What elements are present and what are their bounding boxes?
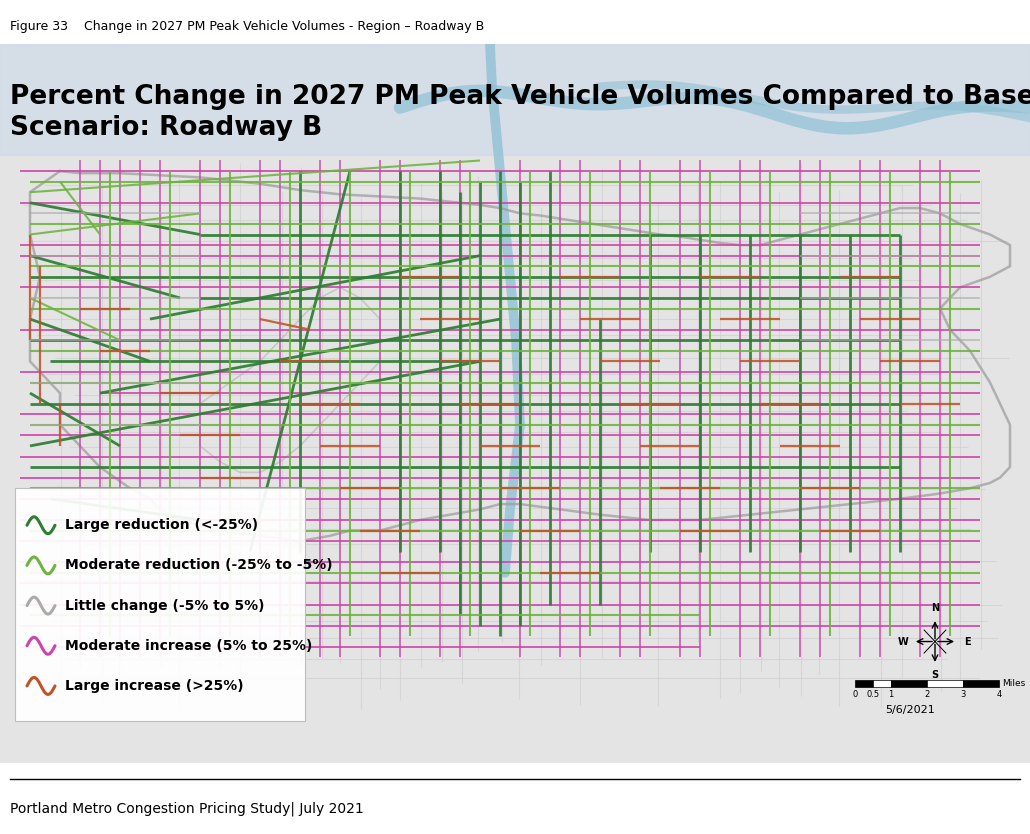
Text: N: N (931, 603, 939, 613)
Text: Little change (-5% to 5%): Little change (-5% to 5%) (65, 599, 265, 613)
Text: Large reduction (<-25%): Large reduction (<-25%) (65, 518, 259, 532)
Text: Percent Change in 2027 PM Peak Vehicle Volumes Compared to Base
Scenario: Roadwa: Percent Change in 2027 PM Peak Vehicle V… (10, 84, 1030, 142)
Bar (855, 680, 873, 687)
Text: 1: 1 (888, 691, 894, 699)
Text: 0: 0 (853, 691, 858, 699)
Text: 2: 2 (924, 691, 930, 699)
Text: S: S (931, 671, 938, 681)
Bar (891, 680, 927, 687)
Bar (963, 680, 999, 687)
Text: 5/6/2021: 5/6/2021 (885, 706, 935, 716)
Text: 0.5: 0.5 (866, 691, 880, 699)
Text: W: W (897, 636, 908, 646)
Bar (15, 488, 305, 721)
Text: Moderate increase (5% to 25%): Moderate increase (5% to 25%) (65, 639, 312, 653)
Text: Miles: Miles (1002, 679, 1025, 688)
Bar (873, 680, 891, 687)
Text: 4: 4 (996, 691, 1001, 699)
Text: Portland Metro Congestion Pricing Study| July 2021: Portland Metro Congestion Pricing Study|… (10, 802, 364, 816)
Bar (0, 44, 1030, 155)
Bar (927, 680, 963, 687)
Text: Large increase (>25%): Large increase (>25%) (65, 679, 244, 693)
Text: Figure 33    Change in 2027 PM Peak Vehicle Volumes - Region – Roadway B: Figure 33 Change in 2027 PM Peak Vehicle… (10, 20, 484, 33)
Text: Moderate reduction (-25% to -5%): Moderate reduction (-25% to -5%) (65, 559, 333, 572)
Text: 3: 3 (960, 691, 966, 699)
Text: E: E (964, 636, 970, 646)
